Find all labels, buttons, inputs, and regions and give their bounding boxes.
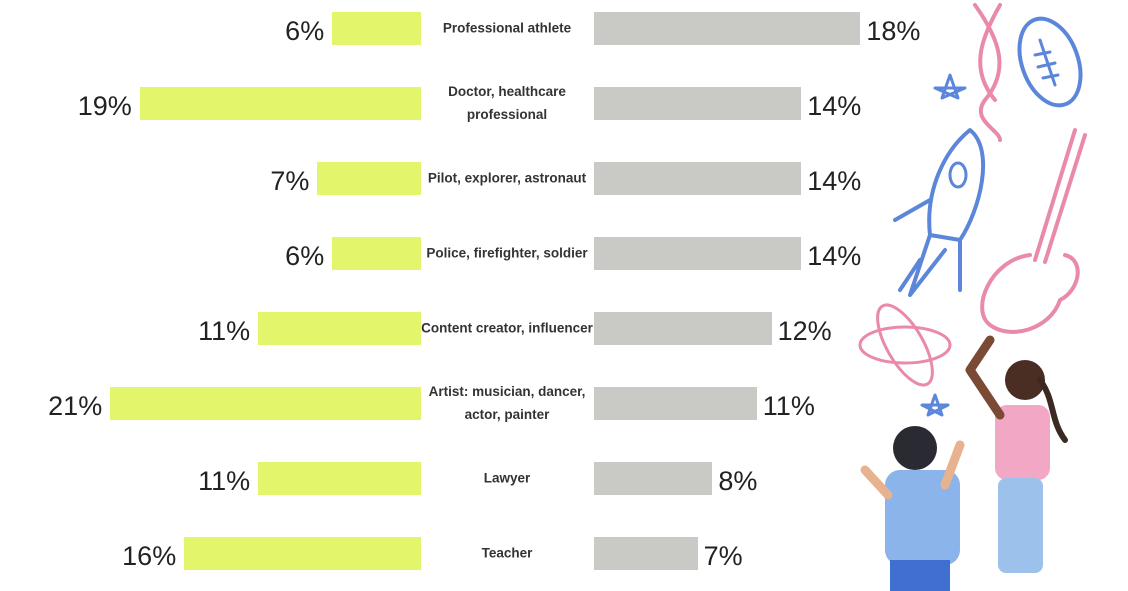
category-label: Lawyer (483, 470, 531, 486)
value-label: 21% (48, 390, 103, 421)
bar (139, 86, 421, 120)
guitar-doodle (980, 128, 1087, 334)
bar (594, 86, 802, 120)
value-label: 11% (198, 465, 251, 496)
value-label: 14% (807, 240, 862, 271)
bar (258, 311, 421, 345)
girl-hair (1037, 377, 1068, 443)
rocket-doodle (893, 128, 985, 297)
bar (594, 536, 698, 570)
bar (594, 311, 772, 345)
value-label: 18% (866, 15, 921, 46)
bar (594, 11, 861, 45)
bar (184, 536, 421, 570)
value-label: 12% (777, 315, 832, 346)
football-doodle (1033, 38, 1060, 87)
bar (258, 461, 421, 495)
value-label: 7% (703, 540, 743, 571)
category-label: Content creator, influencer (421, 320, 593, 336)
bar (332, 236, 421, 270)
boy-shirt (885, 470, 960, 565)
value-label: 11% (198, 315, 251, 346)
value-label: 7% (270, 165, 310, 196)
category-label: Police, firefighter, soldier (426, 245, 588, 261)
atom-doodle (858, 325, 952, 365)
dna-doodle (978, 3, 1002, 102)
value-label: 6% (285, 15, 325, 46)
bar (594, 161, 802, 195)
boy-pants (890, 560, 950, 591)
girl-head (1005, 360, 1045, 400)
atom-doodle (876, 303, 934, 387)
boy-head (893, 426, 937, 470)
bar (110, 386, 421, 420)
bar (594, 236, 802, 270)
star-doodle (933, 73, 967, 100)
value-label: 14% (807, 165, 862, 196)
category-label: Teacher (481, 545, 533, 561)
value-label: 19% (77, 90, 132, 121)
value-label: 8% (718, 465, 758, 496)
value-label: 16% (122, 540, 177, 571)
bar (332, 11, 421, 45)
category-label: Pilot, explorer, astronaut (427, 170, 587, 186)
bar (594, 386, 757, 420)
girl-shirt (995, 405, 1050, 480)
girl-jeans (998, 478, 1043, 573)
football-doodle (1017, 16, 1083, 108)
bar (594, 461, 713, 495)
star-doodle (920, 393, 950, 417)
dna-doodle (973, 3, 1002, 142)
rocket-doodle (948, 161, 968, 189)
value-label: 6% (285, 240, 325, 271)
category-label: Doctor, healthcare professional (448, 84, 566, 122)
boy-arm (940, 440, 965, 490)
category-label: Artist: musician, dancer, actor, painter (428, 384, 586, 422)
girl-arm (965, 335, 1005, 420)
boy-arm (860, 465, 893, 500)
value-label: 11% (762, 390, 815, 421)
illustration (858, 3, 1087, 591)
value-label: 14% (807, 90, 862, 121)
category-label: Professional athlete (442, 20, 572, 36)
bar (317, 161, 421, 195)
